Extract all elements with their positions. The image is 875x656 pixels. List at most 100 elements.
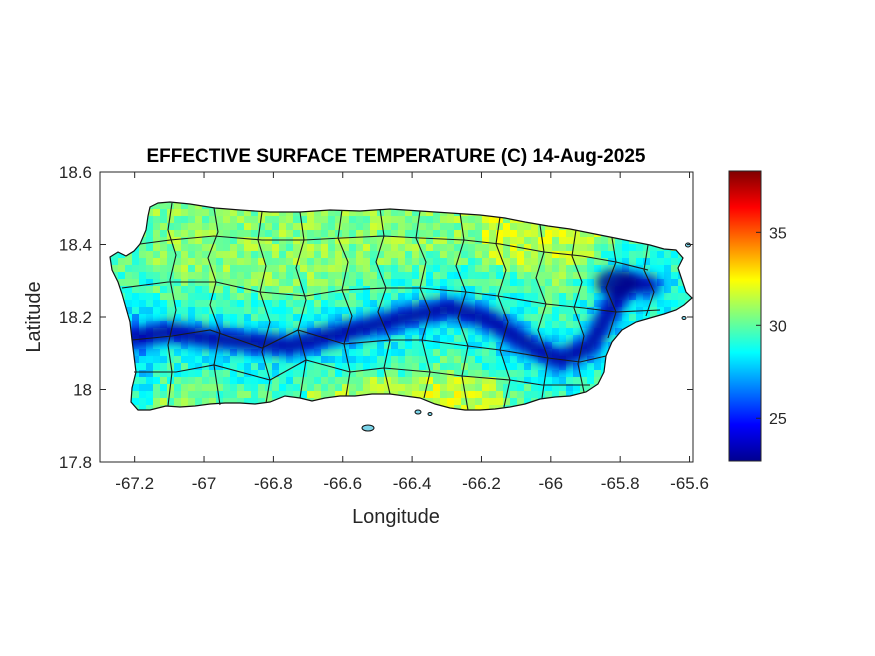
heatmap-cell: [216, 258, 224, 266]
heatmap-cell: [538, 405, 546, 410]
heatmap-cell: [356, 286, 364, 294]
heatmap-cell: [258, 391, 266, 399]
heatmap-cell: [468, 286, 476, 294]
heatmap-cell: [279, 209, 287, 217]
heatmap-cell: [286, 251, 294, 259]
heatmap-cell: [370, 412, 378, 420]
heatmap-cell: [342, 384, 350, 392]
heatmap-cell: [110, 300, 112, 308]
heatmap-cell: [370, 202, 378, 210]
heatmap-cell: [146, 293, 154, 301]
cool-spot: [596, 269, 640, 297]
heatmap-cell: [160, 272, 168, 280]
heatmap-cell: [272, 272, 280, 280]
heatmap-cell: [237, 370, 245, 378]
heatmap-cell: [587, 370, 595, 378]
heatmap-cell: [321, 202, 329, 203]
heatmap-cell: [202, 251, 210, 259]
heatmap-cell: [510, 202, 518, 210]
heatmap-cell: [510, 370, 518, 378]
heatmap-cell: [685, 230, 692, 238]
heatmap-cell: [398, 363, 406, 371]
heatmap-cell: [489, 244, 497, 252]
heatmap-cell: [643, 258, 651, 266]
heatmap-cell: [615, 377, 623, 385]
heatmap-cell: [370, 405, 378, 410]
heatmap-cell: [363, 202, 371, 210]
heatmap-cell: [258, 356, 266, 364]
heatmap-cell: [643, 363, 651, 371]
heatmap-cell: [223, 209, 231, 217]
heatmap-cell: [251, 223, 259, 231]
heatmap-cell: [132, 377, 140, 385]
heatmap-cell: [195, 363, 203, 371]
heatmap-cell: [363, 300, 371, 308]
heatmap-cell: [454, 370, 462, 378]
heatmap-cell: [594, 293, 602, 301]
heatmap-cell: [461, 349, 469, 357]
heatmap-cell: [265, 223, 273, 231]
heatmap-cell: [461, 251, 469, 259]
heatmap-cell: [650, 377, 658, 385]
heatmap-cell: [363, 251, 371, 259]
heatmap-cell: [146, 237, 154, 245]
heatmap-cell: [552, 328, 560, 336]
heatmap-cell: [510, 412, 518, 420]
heatmap-cell: [356, 412, 364, 420]
heatmap-cell: [384, 391, 392, 399]
heatmap-cell: [489, 209, 497, 217]
heatmap-cell: [510, 251, 518, 259]
heatmap-cell: [636, 384, 644, 392]
x-tick-label: -66.2: [462, 474, 501, 493]
heatmap-cell: [174, 300, 182, 308]
heatmap-cell: [447, 265, 455, 273]
heatmap-cell: [524, 230, 532, 238]
heatmap-cell: [384, 223, 392, 231]
heatmap-cell: [188, 398, 196, 406]
heatmap-cell: [307, 272, 315, 280]
heatmap-cell: [636, 209, 644, 217]
heatmap-cell: [468, 412, 476, 420]
heatmap-cell: [110, 356, 112, 364]
heatmap-cell: [356, 307, 364, 315]
heatmap-cell: [552, 300, 560, 308]
heatmap-cell: [664, 223, 672, 231]
heatmap-cell: [321, 209, 329, 217]
heatmap-cell: [412, 237, 420, 245]
heatmap-cell: [118, 258, 126, 266]
heatmap-cell: [433, 244, 441, 252]
heatmap-cell: [279, 265, 287, 273]
heatmap-cell: [503, 202, 511, 210]
heatmap-cell: [650, 265, 658, 273]
heatmap-cell: [531, 363, 539, 371]
heatmap-cell: [209, 279, 217, 287]
heatmap-cell: [538, 307, 546, 315]
heatmap-cell: [286, 202, 294, 210]
heatmap-cell: [433, 202, 441, 203]
heatmap-cell: [622, 377, 630, 385]
heatmap-cell: [300, 356, 308, 364]
heatmap-cell: [566, 216, 574, 224]
heatmap-cell: [531, 293, 539, 301]
heatmap-cell: [321, 265, 329, 273]
heatmap-cell: [216, 265, 224, 273]
heatmap-cell: [321, 251, 329, 259]
heatmap-cell: [636, 349, 644, 357]
heatmap-cell: [664, 377, 672, 385]
heatmap-cell: [111, 286, 119, 294]
heatmap-cell: [559, 230, 567, 238]
heatmap-cell: [426, 321, 434, 329]
heatmap-cell: [272, 384, 280, 392]
heatmap-cell: [664, 335, 672, 343]
heatmap-cell: [139, 258, 147, 266]
heatmap-cell: [258, 286, 266, 294]
heatmap-cell: [377, 363, 385, 371]
heatmap-cell: [314, 216, 322, 224]
heatmap-cell: [531, 272, 539, 280]
heatmap-cell: [615, 391, 623, 399]
heatmap-cell: [181, 314, 189, 322]
heatmap-cell: [356, 265, 364, 273]
heatmap-cell: [363, 384, 371, 392]
heatmap-cell: [545, 258, 553, 266]
